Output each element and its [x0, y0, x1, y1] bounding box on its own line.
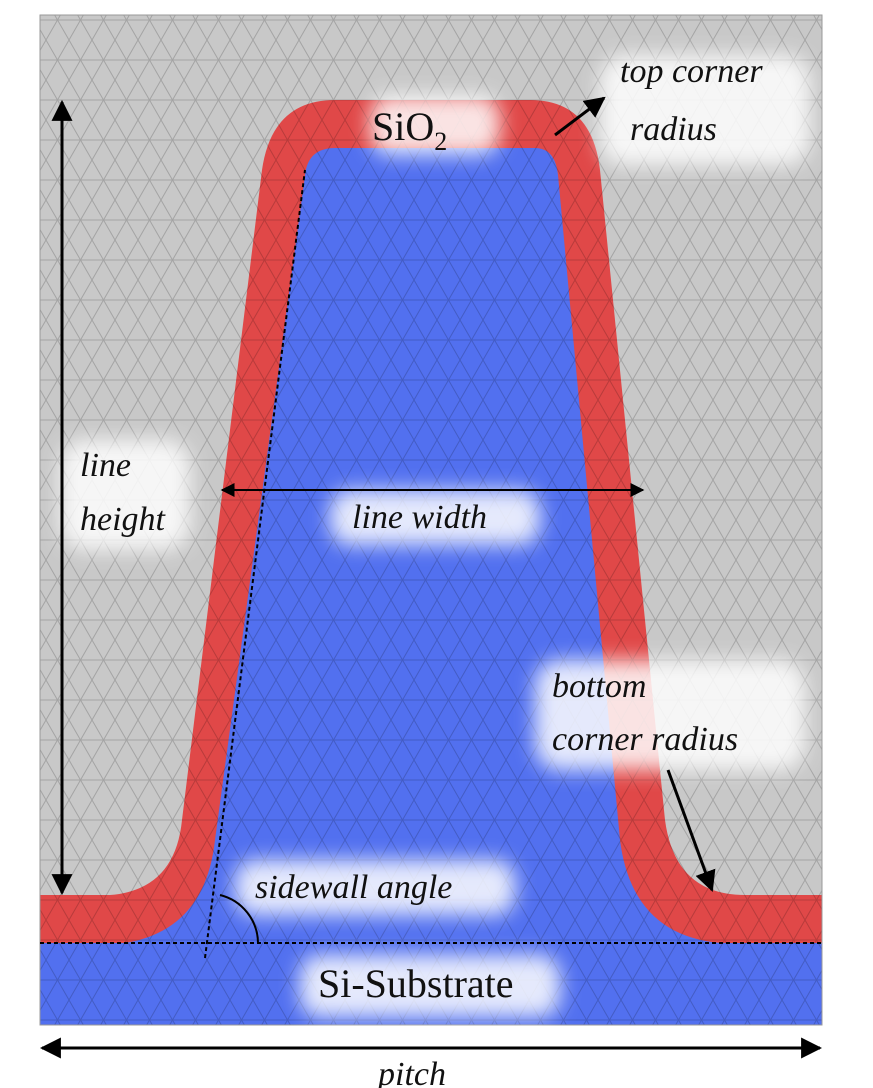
substrate-label: Si-Substrate — [318, 961, 514, 1006]
bottom-corner-label: bottom — [552, 668, 646, 705]
line-width-label: line width — [352, 499, 487, 536]
diagram: top corner radius SiO2 line height line … — [0, 0, 873, 1088]
sidewall-angle-label: sidewall angle — [255, 869, 452, 906]
top-corner-label: top corner — [620, 53, 763, 90]
line-height-label: line — [80, 447, 131, 484]
top-corner-label: radius — [630, 111, 717, 148]
material-text: SiO — [372, 104, 434, 149]
pitch-label: pitch — [376, 1056, 446, 1088]
material-subscript: 2 — [434, 127, 447, 156]
line-height-label: height — [80, 501, 167, 538]
bottom-corner-label: corner radius — [552, 721, 738, 758]
